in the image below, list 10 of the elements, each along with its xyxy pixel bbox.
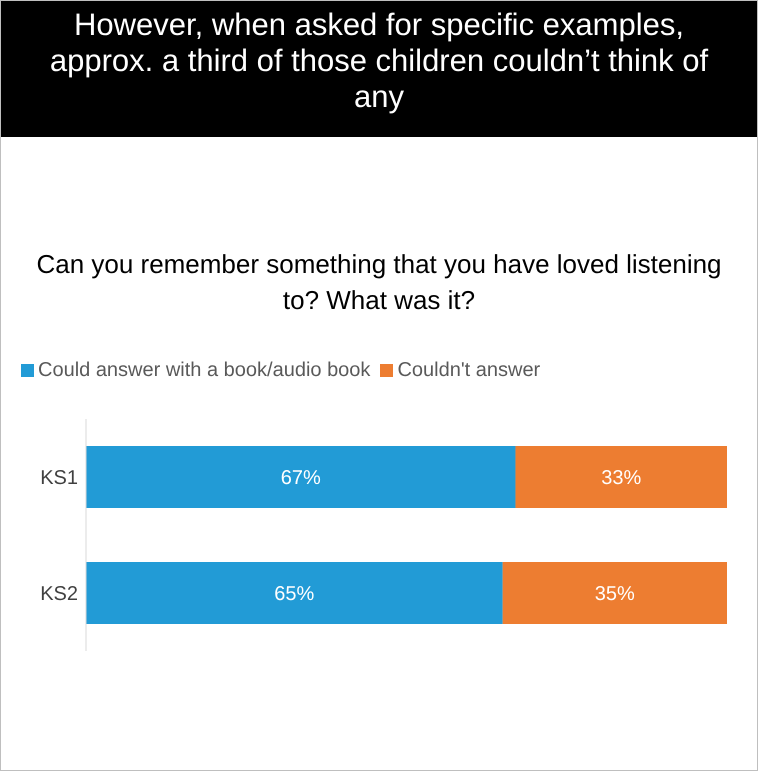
legend-label: Could answer with a book/audio book: [38, 359, 370, 381]
data-label: 35%: [594, 583, 636, 605]
chart-subtitle: Can you remember something that you have loved listening to? What was it?: [35, 248, 723, 317]
data-label: 33%: [601, 467, 642, 489]
data-label: 65%: [274, 583, 315, 605]
chart-title: However, when asked for specific examples, approx. a third of those children couldn’t think of any: [1, 1, 757, 137]
data-label: 67%: [280, 467, 321, 489]
y-tick-label: KS1: [40, 467, 78, 490]
legend-label: Couldn't answer: [397, 359, 540, 381]
y-tick-label: KS2: [40, 583, 78, 606]
